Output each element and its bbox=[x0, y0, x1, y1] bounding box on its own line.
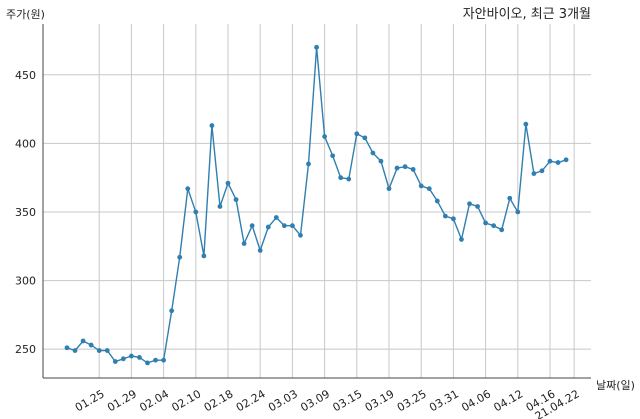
data-point bbox=[281, 223, 287, 229]
data-point bbox=[161, 357, 167, 363]
data-point bbox=[451, 216, 456, 222]
data-point bbox=[507, 195, 513, 201]
data-point bbox=[394, 165, 400, 171]
data-point bbox=[169, 308, 175, 314]
data-point bbox=[491, 223, 497, 229]
data-point bbox=[523, 121, 529, 127]
data-point bbox=[515, 209, 521, 215]
chart-title: 자안바이오, 최근 3개월 bbox=[463, 7, 591, 22]
data-point bbox=[338, 175, 344, 181]
y-axis-label: 주가(원) bbox=[6, 8, 45, 21]
data-point bbox=[145, 360, 150, 366]
data-point bbox=[354, 131, 360, 137]
data-point bbox=[290, 223, 295, 229]
data-point bbox=[459, 237, 464, 242]
data-point bbox=[467, 201, 472, 207]
data-point bbox=[193, 209, 199, 215]
data-point bbox=[249, 223, 255, 229]
data-point bbox=[362, 135, 368, 141]
data-point bbox=[547, 158, 553, 164]
data-point bbox=[346, 176, 352, 182]
data-point bbox=[475, 204, 480, 209]
x-tick-label: 01.25 bbox=[73, 387, 107, 414]
data-point bbox=[153, 357, 158, 363]
y-tick-labels: 250 300 350 400 450 bbox=[15, 69, 36, 356]
x-tick-label: 04.12 bbox=[492, 387, 526, 414]
grid-lines bbox=[43, 24, 591, 378]
x-tick-labels: 01.2501.2902.0402.1002.1802.2403.0303.09… bbox=[73, 387, 582, 419]
data-point bbox=[217, 204, 223, 209]
data-point bbox=[555, 160, 561, 165]
data-point bbox=[257, 247, 263, 253]
data-point bbox=[418, 183, 424, 189]
x-tick-label: 03.09 bbox=[298, 387, 332, 414]
data-point bbox=[137, 355, 142, 360]
x-tick-label: 02.18 bbox=[202, 387, 236, 414]
x-tick-label: 03.19 bbox=[363, 387, 397, 414]
x-axis-label: 날짜(일) bbox=[596, 378, 635, 392]
data-point bbox=[426, 186, 432, 192]
data-point bbox=[483, 220, 488, 226]
x-tick-label: 02.04 bbox=[137, 387, 171, 414]
data-point bbox=[273, 215, 279, 220]
data-point bbox=[88, 342, 94, 348]
x-tick-label: 04.06 bbox=[459, 387, 493, 414]
data-point bbox=[177, 254, 183, 260]
data-point bbox=[314, 44, 319, 50]
data-point bbox=[104, 348, 110, 353]
data-point bbox=[96, 348, 102, 353]
data-point bbox=[330, 153, 336, 159]
data-point bbox=[233, 197, 239, 203]
data-point bbox=[225, 180, 231, 186]
x-tick-label: 03.03 bbox=[266, 387, 300, 414]
data-point bbox=[120, 356, 126, 362]
x-tick-label: 03.15 bbox=[331, 387, 365, 414]
data-point bbox=[499, 227, 505, 233]
price-line bbox=[66, 47, 567, 364]
x-tick-label: 01.29 bbox=[105, 387, 139, 414]
y-tick-label: 350 bbox=[15, 206, 36, 219]
data-point bbox=[434, 198, 440, 204]
x-tick-label: 02.10 bbox=[170, 387, 204, 414]
data-point bbox=[531, 171, 537, 176]
data-point bbox=[129, 353, 134, 359]
data-point bbox=[402, 164, 408, 170]
data-point bbox=[209, 123, 215, 128]
data-point bbox=[72, 348, 78, 353]
data-point bbox=[298, 232, 303, 238]
data-point bbox=[386, 186, 392, 192]
data-point bbox=[64, 345, 70, 351]
data-point bbox=[201, 253, 207, 259]
data-point bbox=[370, 150, 376, 156]
data-point bbox=[265, 224, 271, 230]
data-point bbox=[112, 359, 118, 364]
y-tick-label: 450 bbox=[15, 69, 36, 82]
data-point bbox=[539, 168, 545, 174]
y-tick-label: 300 bbox=[15, 275, 36, 288]
data-point bbox=[185, 186, 191, 192]
data-point bbox=[442, 213, 448, 219]
data-point bbox=[563, 157, 569, 163]
price-series bbox=[64, 44, 569, 366]
x-tick-label: 03.31 bbox=[427, 387, 461, 414]
x-tick-label: 03.25 bbox=[395, 387, 429, 414]
y-tick-label: 250 bbox=[15, 343, 36, 356]
axes bbox=[42, 24, 591, 379]
x-tick-label: 02.24 bbox=[234, 387, 268, 414]
data-point bbox=[80, 338, 86, 344]
data-point bbox=[306, 161, 311, 167]
data-point bbox=[241, 241, 247, 246]
data-point bbox=[322, 134, 327, 139]
data-point bbox=[410, 167, 416, 172]
data-point bbox=[378, 158, 384, 164]
y-tick-label: 400 bbox=[15, 137, 36, 150]
